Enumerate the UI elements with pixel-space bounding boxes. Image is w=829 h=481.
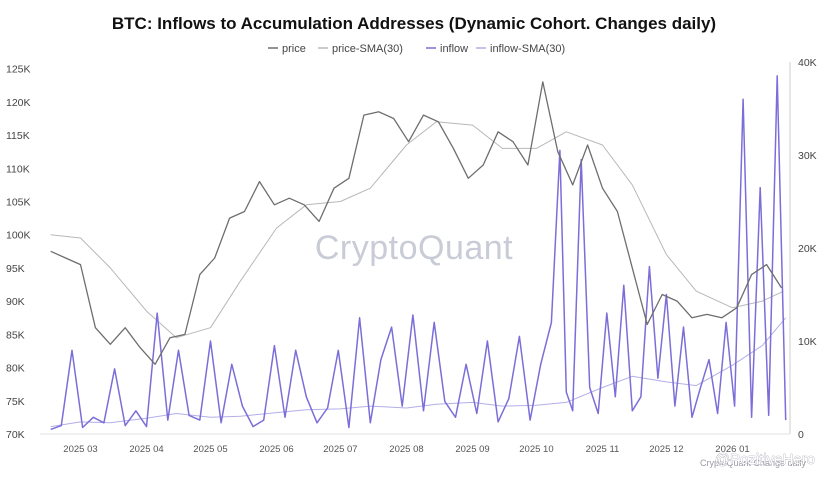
x-tick-label: 2025 12 xyxy=(649,444,683,455)
cryptoquant-watermark: CryptoQuant xyxy=(315,229,513,267)
legend-entry: price xyxy=(268,43,306,55)
x-tick-label: 2025 09 xyxy=(455,444,489,455)
legend-label: price xyxy=(282,43,306,55)
y-right-tick-label: 40K xyxy=(798,57,817,69)
series-line-inflow-sma-30 xyxy=(50,317,787,428)
y-right-tick-label: 0 xyxy=(798,429,804,441)
y-left-tick-label: 70K xyxy=(6,429,25,441)
series-line-price xyxy=(50,81,783,365)
x-tick-label: 2025 11 xyxy=(586,444,620,455)
legend-label: price-SMA(30) xyxy=(332,43,403,55)
x-tick-label: 2025 04 xyxy=(129,444,163,455)
legend-label: inflow-SMA(30) xyxy=(490,43,565,55)
y-left-tick-label: 115K xyxy=(6,130,30,142)
chart-legend: price price-SMA(30) inflow inflow-SMA(30) xyxy=(268,43,565,55)
chart-title: BTC: Inflows to Accumulation Addresses (… xyxy=(112,14,716,33)
legend-label: inflow xyxy=(440,43,468,55)
y-right-tick-label: 20K xyxy=(798,243,817,255)
y-left-tick-label: 80K xyxy=(6,363,25,375)
x-tick-label: 2025 05 xyxy=(193,444,227,455)
series-layer xyxy=(50,75,787,431)
y-left-tick-label: 110K xyxy=(6,163,30,175)
y-left-tick-label: 75K xyxy=(6,396,25,408)
y-left-tick-label: 100K xyxy=(6,230,31,242)
legend-entry: price-SMA(30) xyxy=(318,43,403,55)
source-credit: CryptoQuant Change daily xyxy=(700,458,807,468)
y-left-tick-label: 120K xyxy=(6,97,31,109)
x-tick-label: 2025 06 xyxy=(259,444,293,455)
series-line-price-sma-30 xyxy=(50,121,784,339)
series-line-inflow xyxy=(50,75,787,431)
y-left-tick-label: 95K xyxy=(6,263,25,275)
legend-entry: inflow-SMA(30) xyxy=(476,43,565,55)
x-tick-label: 2026 01 xyxy=(715,444,749,455)
x-tick-label: 2025 03 xyxy=(63,444,97,455)
x-tick-label: 2025 08 xyxy=(389,444,423,455)
y-right-tick-label: 10K xyxy=(798,336,817,348)
y-left-tick-label: 85K xyxy=(6,329,25,341)
y-left-tick-label: 125K xyxy=(6,64,31,76)
legend-entry: inflow xyxy=(426,43,468,55)
author-handle: @PozitiveHero xyxy=(715,451,815,468)
x-tick-label: 2025 10 xyxy=(519,444,553,455)
x-tick-label: 2025 07 xyxy=(323,444,357,455)
y-right-tick-label: 30K xyxy=(798,150,817,162)
y-left-tick-label: 105K xyxy=(6,197,31,209)
y-left-tick-label: 90K xyxy=(6,296,25,308)
axes-layer: 70K 75K 80K 85K 90K 95K 100K 105K 110K 115K 120K 12… xyxy=(6,57,817,455)
